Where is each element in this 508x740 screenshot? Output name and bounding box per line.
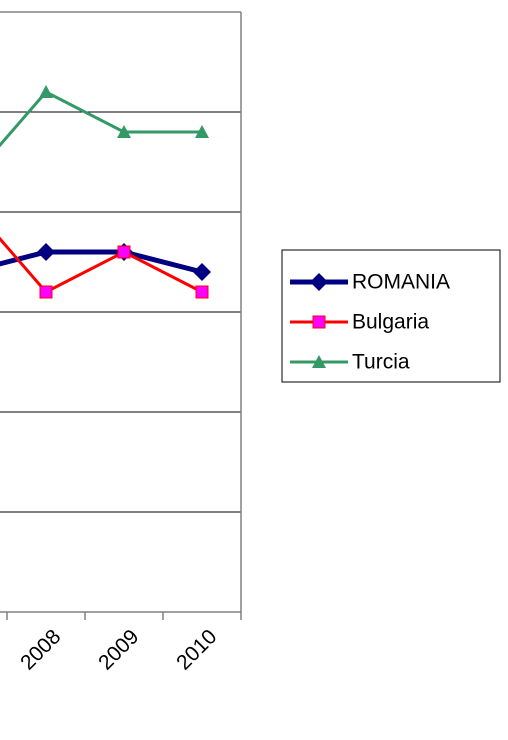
data-point [39,85,53,98]
series-line [0,249,203,275]
data-point [195,125,209,138]
data-point [193,263,211,281]
data-point [195,285,209,299]
data-point [117,125,131,138]
series-line [0,90,202,148]
x-tick-label: 2008 [16,625,65,674]
legend-label: Bulgaria [352,311,429,334]
legend-marker [312,355,326,368]
legend-marker [312,315,326,329]
data-point [39,285,53,299]
legend-marker [310,273,328,291]
series-line [0,236,203,294]
x-tick-label: 2010 [172,625,221,674]
data-point [37,243,55,261]
legend-label: ROMANIA [352,271,450,294]
x-tick-label: 2009 [94,625,143,674]
data-point [117,245,131,259]
legend-label: Turcia [352,351,410,374]
